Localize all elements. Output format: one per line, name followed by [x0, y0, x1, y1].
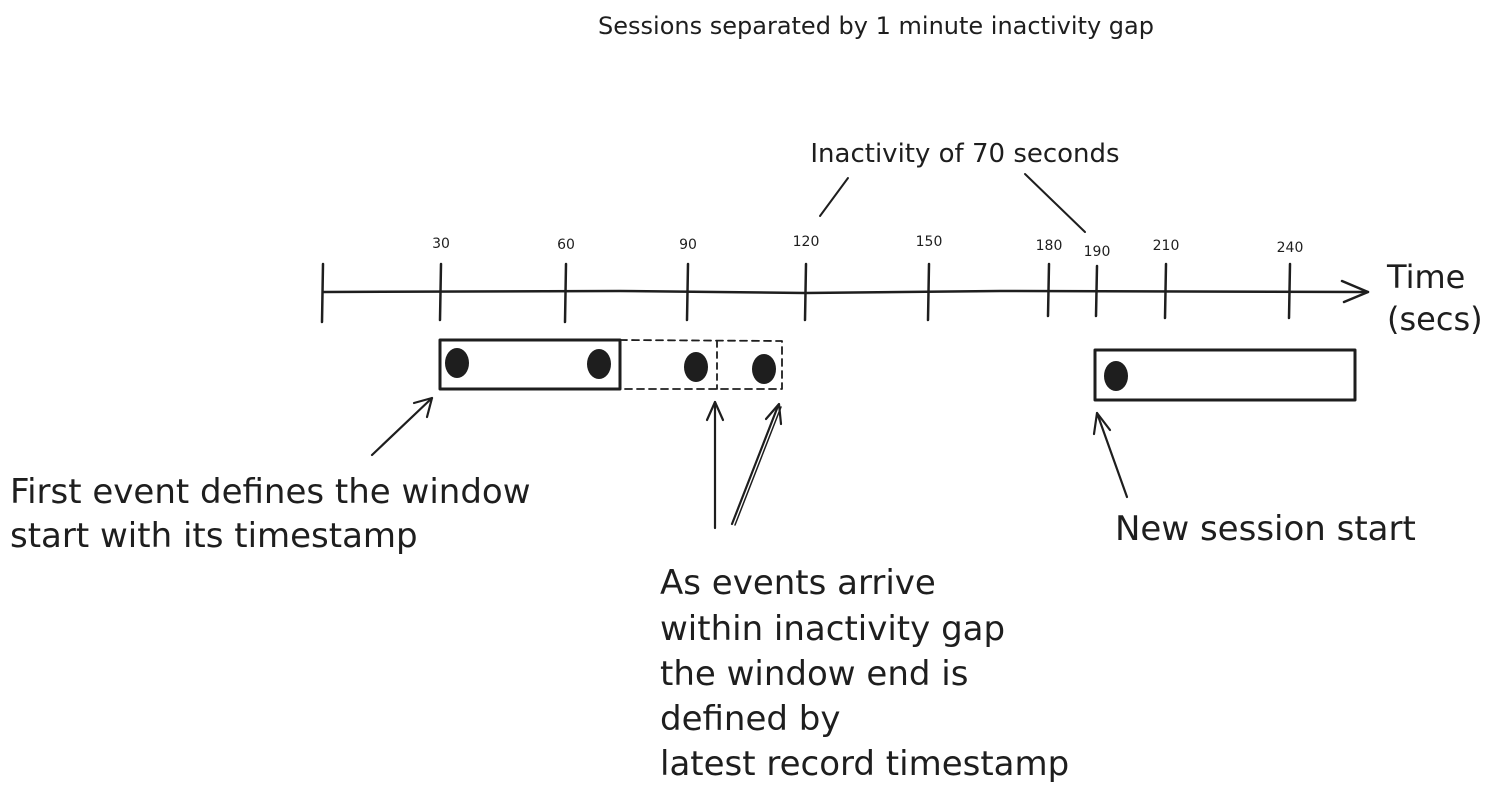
annotation-window-end-line: within inactivity gap	[660, 609, 1005, 649]
event-dot	[752, 354, 776, 384]
axis-tick	[1287, 262, 1292, 320]
diagram-title: Sessions separated by 1 minute inactivit…	[598, 12, 1154, 40]
new-session-window-box	[1093, 348, 1357, 402]
annotation-window-end-line: the window end is	[660, 654, 968, 694]
annotation-window-end-line: defined by	[660, 699, 840, 739]
axis-tick	[1046, 262, 1051, 318]
axis-tick	[1094, 264, 1099, 318]
arrow-window-end-2-double	[734, 406, 782, 526]
axis-tick-label: 190	[1084, 244, 1111, 260]
time-axis-line	[321, 289, 1370, 295]
annotation-first-event: First event defines the window start wit…	[10, 472, 531, 556]
event-dot	[1104, 361, 1128, 391]
arrow-window-end-2-head	[764, 402, 783, 426]
inactivity-gap-label: Inactivity of 70 seconds	[810, 139, 1119, 169]
event-dot	[684, 352, 708, 382]
annotation-window-end: As events arrive within inactivity gap t…	[660, 563, 1069, 784]
axis-tick	[1163, 262, 1168, 320]
axis-tick-label: 210	[1153, 238, 1180, 254]
annotation-new-session: New session start	[1115, 509, 1416, 549]
axis-label-time: Time	[1386, 258, 1465, 296]
extended-window-box	[619, 339, 783, 390]
gap-leader-line-left	[819, 177, 849, 217]
axis-tick-label: 30	[432, 236, 450, 252]
annotation-window-end-line: latest record timestamp	[660, 744, 1069, 784]
event-dot	[445, 348, 469, 378]
axis-tick-label: 150	[916, 234, 943, 250]
axis-tick-label: 120	[793, 234, 820, 250]
axis-ticks: 30 60 90 120 150 180 190 210 240	[432, 234, 1304, 324]
arrow-first-event	[370, 396, 434, 457]
session-window-2	[1093, 348, 1357, 402]
axis-tick	[803, 262, 808, 322]
annotation-first-event-line: First event defines the window	[10, 472, 531, 512]
axis-tick-label: 60	[557, 237, 575, 253]
axis-tick	[438, 262, 443, 322]
time-axis: 30 60 90 120 150 180 190 210 240 Time (secs)	[320, 234, 1483, 338]
time-axis-arrowhead	[1340, 279, 1370, 304]
axis-tick	[926, 262, 931, 322]
axis-tick-label: 240	[1277, 240, 1304, 256]
initial-window-box	[438, 338, 622, 391]
axis-tick-label: 180	[1036, 238, 1063, 254]
annotation-arrows	[370, 396, 1129, 530]
arrow-window-end-2	[730, 404, 780, 526]
session-window-1	[438, 338, 783, 391]
axis-label-unit: (secs)	[1387, 300, 1483, 338]
gap-leader-line-right	[1024, 173, 1086, 233]
annotation-first-event-line: start with its timestamp	[10, 516, 418, 556]
annotation-window-end-line: As events arrive	[660, 563, 936, 603]
arrow-window-end-1-head	[705, 400, 725, 422]
annotation-new-session-line: New session start	[1115, 509, 1416, 549]
event-dot	[587, 349, 611, 379]
arrow-first-event-head	[412, 396, 434, 419]
axis-tick	[563, 262, 568, 324]
axis-tick	[685, 262, 690, 322]
axis-tick-label: 90	[679, 237, 697, 253]
axis-origin-tick	[320, 262, 325, 324]
arrow-new-session-head	[1092, 411, 1112, 436]
arrow-new-session	[1095, 411, 1129, 499]
